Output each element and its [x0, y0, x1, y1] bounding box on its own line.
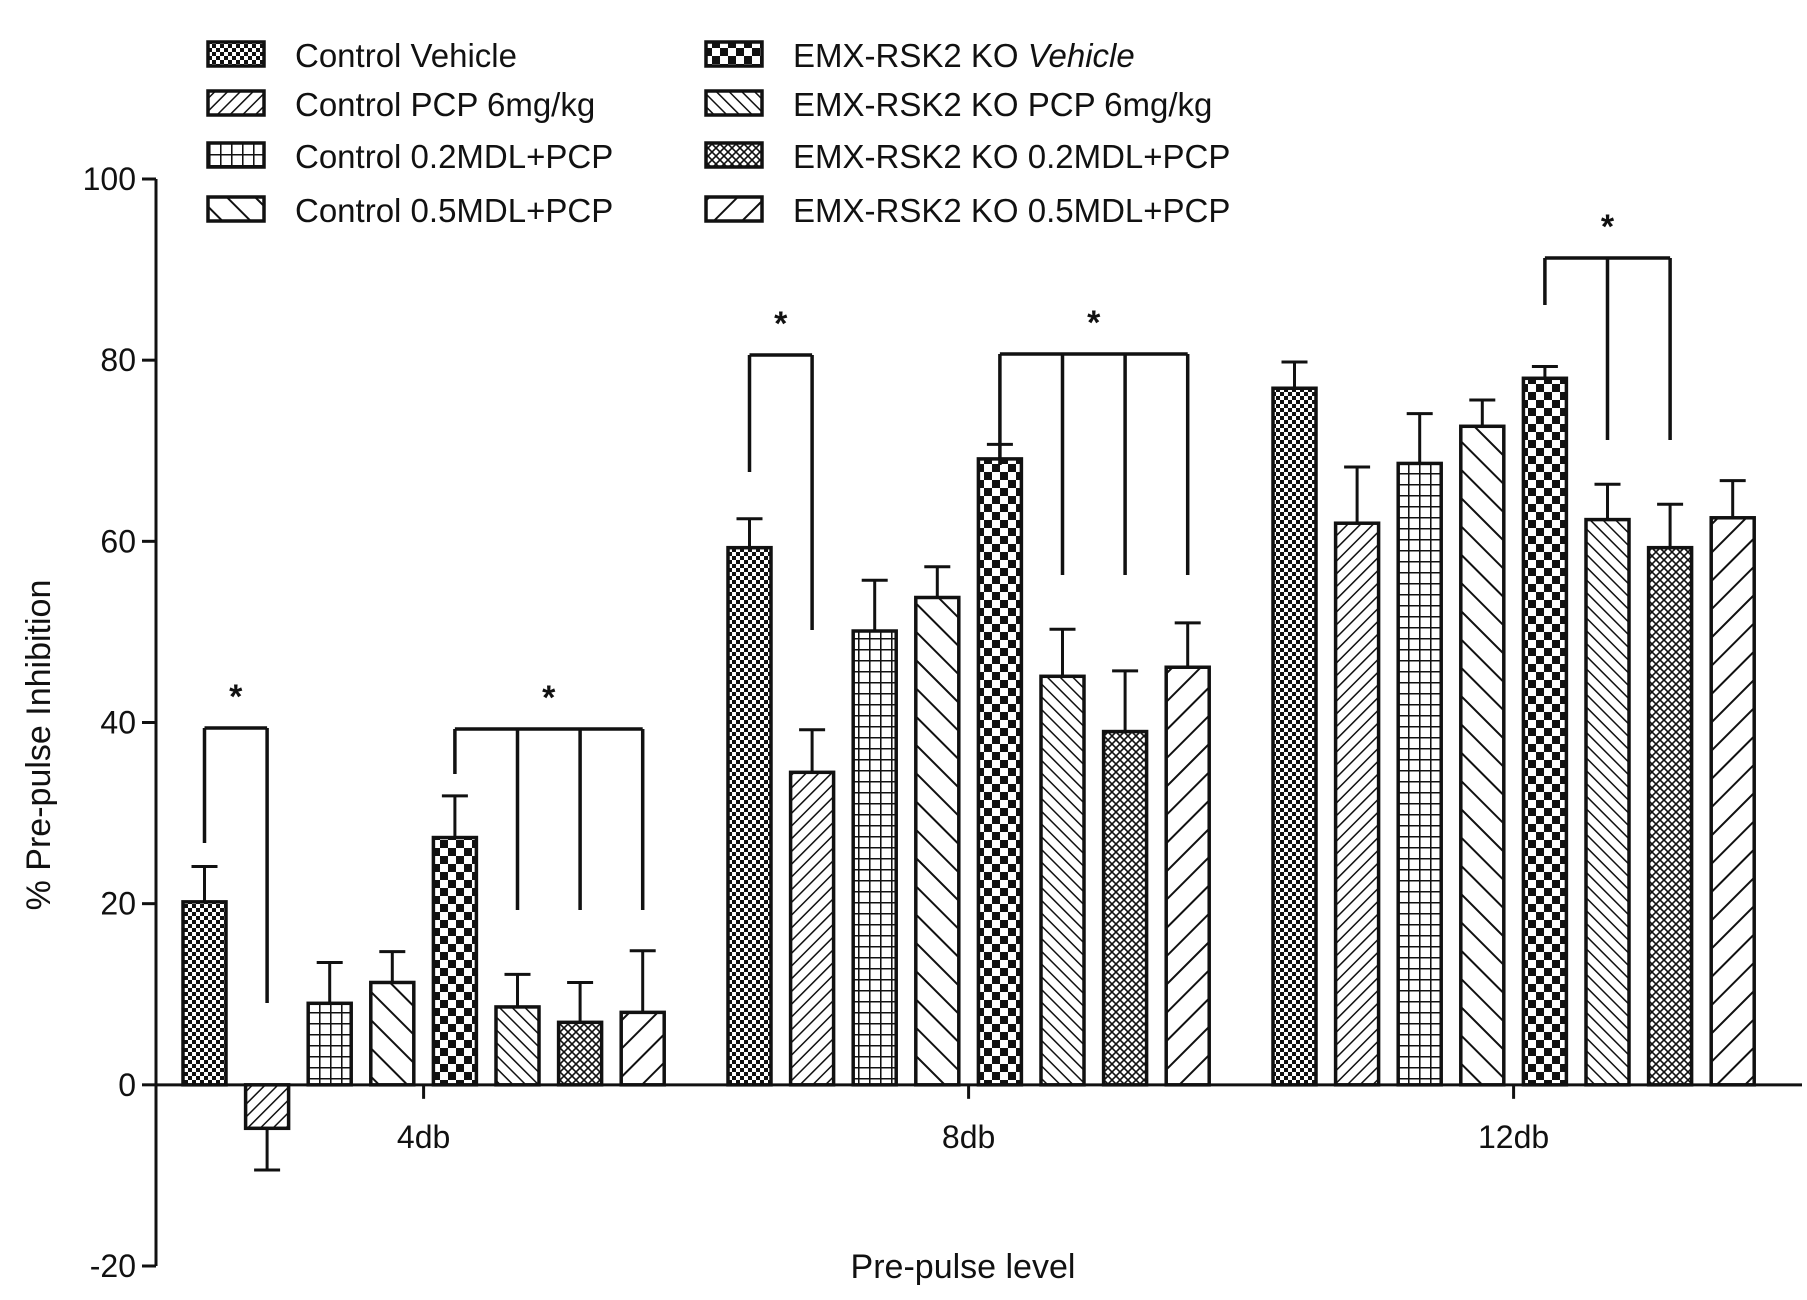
legend-item-control-vehicle: Control Vehicle: [206, 37, 517, 74]
legend-item-control-pcp-6mg-kg: Control PCP 6mg/kg: [206, 86, 595, 123]
bar-emx-rsk2-ko-vehicle-4db: [431, 835, 479, 1087]
bar-emx-rsk2-ko-0-5mdl-pcp-8db: [1164, 665, 1211, 1087]
bar-control-0-5mdl-pcp-4db: [369, 980, 416, 1087]
legend-swatch: [206, 195, 266, 223]
bar-emx-rsk2-ko-pcp-6mg-kg-12db: [1584, 517, 1631, 1087]
bar-control-pcp-6mg-kg-4db: [243, 1083, 291, 1131]
significance-marker: *: [774, 305, 788, 343]
y-tick-label: 20: [100, 886, 136, 922]
y-axis-title: % Pre-pulse Inhibition: [20, 580, 58, 911]
bar-control-0-5mdl-pcp-12db: [1459, 424, 1506, 1087]
significance-marker: *: [229, 678, 243, 716]
significance-marker: *: [542, 679, 556, 717]
legend-label: Control Vehicle: [295, 37, 517, 74]
bar-control-vehicle-4db: [181, 900, 228, 1087]
legend-label: EMX-RSK2 KO Vehicle: [793, 37, 1135, 74]
bar-emx-rsk2-ko-0-2mdl-pcp-8db: [1101, 729, 1149, 1087]
legend-swatch: [206, 89, 266, 117]
legend-item-emx-rsk2-ko-pcp-6mg-kg: EMX-RSK2 KO PCP 6mg/kg: [704, 86, 1212, 123]
bar-emx-rsk2-ko-pcp-6mg-kg-4db: [494, 1005, 541, 1087]
legend-label: EMX-RSK2 KO 0.2MDL+PCP: [793, 138, 1230, 175]
legend-swatch: [206, 40, 266, 68]
bar-control-0-2mdl-pcp-8db: [851, 629, 898, 1087]
legend: Control Vehicle Control PCP 6mg/kg Control…: [206, 37, 1230, 229]
y-tick-label: 40: [100, 705, 136, 741]
bar-control-0-5mdl-pcp-8db: [914, 595, 961, 1087]
plot-area: -20 0 20 40 60 80 100 4db 8db 12db * * * * *: [83, 161, 1802, 1284]
legend-label: Control 0.2MDL+PCP: [295, 138, 613, 175]
category-label-12db: 12db: [1478, 1119, 1549, 1155]
legend-swatch: [704, 40, 764, 68]
bar-control-vehicle-8db: [726, 545, 773, 1087]
legend-label: Control 0.5MDL+PCP: [295, 192, 613, 229]
y-axis: -20 0 20 40 60 80 100: [83, 161, 158, 1284]
legend-label: EMX-RSK2 KO PCP 6mg/kg: [793, 86, 1212, 123]
category-label-8db: 8db: [942, 1119, 995, 1155]
legend-item-control-0-2mdl-pcp: Control 0.2MDL+PCP: [206, 138, 613, 175]
legend-label: Control PCP 6mg/kg: [295, 86, 595, 123]
bar-control-0-2mdl-pcp-4db: [306, 1001, 353, 1087]
significance-brackets: * * * * *: [202, 208, 1672, 1003]
bar-emx-rsk2-ko-pcp-6mg-kg-8db: [1039, 674, 1086, 1087]
bar-control-0-2mdl-pcp-12db: [1396, 461, 1443, 1087]
significance-marker: *: [1601, 208, 1615, 246]
y-tick-label: -20: [90, 1248, 136, 1284]
significance-marker: *: [1087, 304, 1101, 342]
bar-control-vehicle-12db: [1271, 386, 1318, 1087]
bar-emx-rsk2-ko-0-5mdl-pcp-4db: [619, 1010, 666, 1087]
bar-control-pcp-6mg-kg-8db: [788, 770, 836, 1087]
legend-item-emx-rsk2-ko-0-2mdl-pcp: EMX-RSK2 KO 0.2MDL+PCP: [704, 138, 1230, 175]
bar-emx-rsk2-ko-0-5mdl-pcp-12db: [1709, 516, 1756, 1087]
legend-item-emx-rsk2-ko-vehicle: EMX-RSK2 KO Vehicle: [704, 37, 1135, 74]
legend-label: EMX-RSK2 KO 0.5MDL+PCP: [793, 192, 1230, 229]
bar-control-pcp-6mg-kg-12db: [1333, 521, 1381, 1087]
bar-emx-rsk2-ko-vehicle-12db: [1521, 376, 1569, 1087]
bars: [181, 360, 1756, 1172]
x-axis: 4db 8db 12db: [156, 1083, 1802, 1155]
bar-emx-rsk2-ko-vehicle-8db: [976, 457, 1024, 1087]
legend-swatch: [206, 141, 266, 169]
legend-swatch: [704, 195, 764, 223]
legend-item-control-0-5mdl-pcp: Control 0.5MDL+PCP: [206, 192, 613, 229]
legend-swatch: [704, 141, 764, 169]
y-tick-label: 60: [100, 523, 136, 559]
category-label-4db: 4db: [397, 1119, 450, 1155]
legend-swatch: [704, 89, 764, 117]
legend-item-emx-rsk2-ko-0-5mdl-pcp: EMX-RSK2 KO 0.5MDL+PCP: [704, 192, 1230, 229]
y-tick-label: 100: [83, 161, 136, 197]
bar-emx-rsk2-ko-0-2mdl-pcp-12db: [1646, 545, 1694, 1087]
x-axis-title: Pre-pulse level: [851, 1248, 1076, 1286]
bar-emx-rsk2-ko-0-2mdl-pcp-4db: [556, 1020, 604, 1087]
y-tick-label: 80: [100, 342, 136, 378]
y-tick-label: 0: [118, 1067, 136, 1103]
